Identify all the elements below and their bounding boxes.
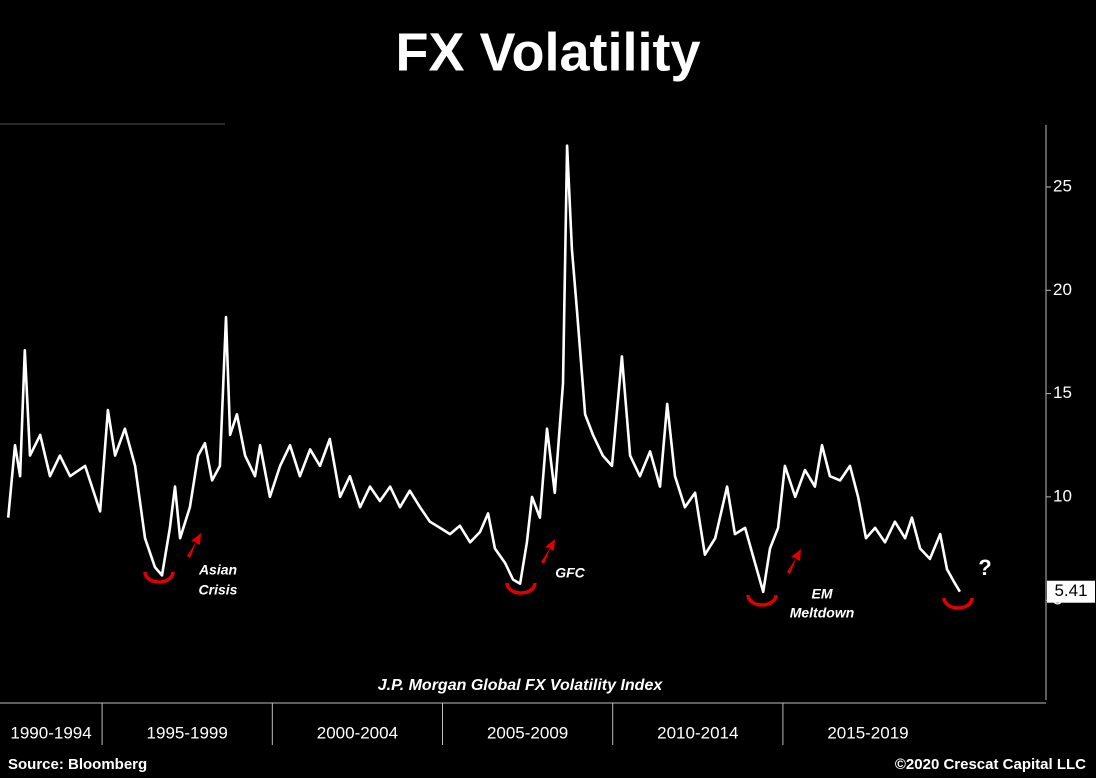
x-tick-label: 1990-1994 xyxy=(10,723,91,742)
x-tick-label: 1995-1999 xyxy=(147,723,228,742)
annotation: GFC xyxy=(555,565,585,581)
chart-title: FX Volatility xyxy=(395,22,700,82)
arrow xyxy=(187,533,201,558)
arc xyxy=(746,594,778,607)
annotation-marks xyxy=(143,571,974,610)
arrow xyxy=(787,549,801,574)
last-value-label: 5.41 xyxy=(1054,581,1087,600)
source: Source: Bloomberg xyxy=(8,756,147,773)
x-tick-label: 2010-2014 xyxy=(657,723,738,742)
annotation: Crisis xyxy=(199,582,238,598)
arc xyxy=(143,571,175,584)
annotation: ? xyxy=(978,555,991,580)
arc xyxy=(942,597,974,610)
y-tick-label: 10 xyxy=(1053,486,1072,505)
annotation: EM xyxy=(812,586,833,602)
arc xyxy=(505,582,537,595)
line xyxy=(6,144,962,594)
y-tick-label: 15 xyxy=(1053,383,1072,402)
annotation: Meltdown xyxy=(790,605,855,621)
y-tick-label: 20 xyxy=(1053,280,1072,299)
x-tick-label: 2000-2004 xyxy=(317,723,398,742)
x-tick-label: 2005-2009 xyxy=(487,723,568,742)
last-value-box xyxy=(1047,580,1095,603)
subtitle: J.P. Morgan Global FX Volatility Index xyxy=(378,677,664,694)
copyright: ©2020 Crescat Capital LLC xyxy=(895,756,1086,773)
annotation: Asian xyxy=(198,562,237,578)
y-tick-label: 25 xyxy=(1053,176,1072,195)
x-tick-label: 2015-2019 xyxy=(827,723,908,742)
arrows xyxy=(187,533,801,574)
arrow xyxy=(541,539,555,564)
